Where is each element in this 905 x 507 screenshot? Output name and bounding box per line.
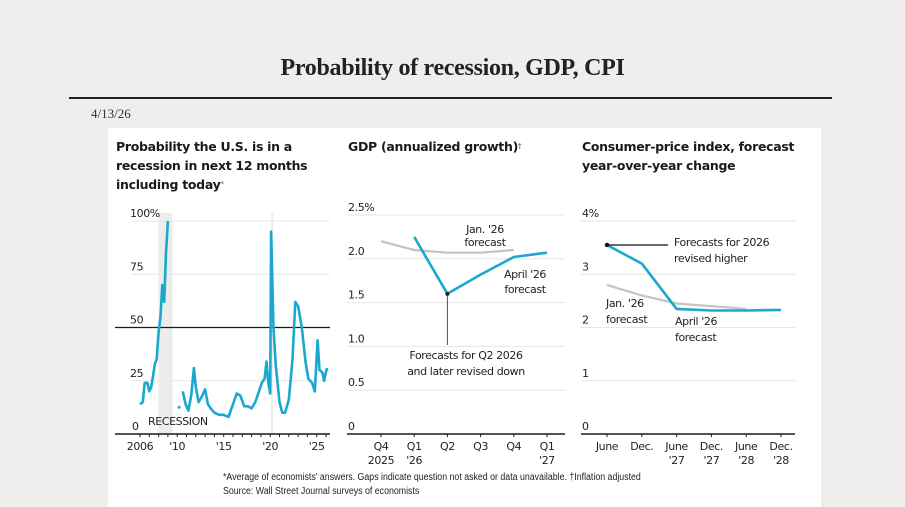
y-tick-label: 2.5% (348, 201, 374, 214)
april-forecast-label: forecast (504, 283, 546, 296)
y-tick-label: 4% (582, 207, 599, 220)
x-tick-label-year: '27 (669, 454, 685, 467)
y-tick-label: 75 (130, 260, 144, 273)
x-tick-label-year: '26 (406, 454, 422, 467)
jan-forecast-line (606, 283, 747, 310)
x-tick-label: Q1 (407, 440, 422, 453)
y-tick-label: 100% (130, 207, 160, 220)
y-tick-label: 0.5 (348, 376, 365, 389)
jan-forecast-line (380, 240, 514, 254)
jan-forecast-label: forecast (464, 236, 506, 249)
x-tick-label: '20 (262, 440, 278, 453)
y-tick-label: 1 (582, 367, 589, 380)
x-tick-label: June (595, 440, 619, 453)
x-tick-label: '15 (216, 440, 232, 453)
recession-shading (158, 213, 173, 434)
probability-line (181, 230, 329, 419)
annotation-dot (445, 291, 450, 296)
y-tick-label: 0 (582, 420, 589, 433)
x-tick-label-year: 2025 (368, 454, 395, 467)
recession-title-line-2: recession in next 12 months (116, 158, 308, 173)
x-tick-label: Q3 (473, 440, 488, 453)
probability-line (177, 405, 181, 410)
recession-chart-title: Probability the U.S. is in a recession i… (116, 137, 308, 194)
y-tick-label: 1.5 (348, 289, 365, 302)
page-title: Probability of recession, GDP, CPI (280, 55, 625, 81)
april-forecast-label: April '26 (504, 268, 546, 281)
x-tick-label: '25 (309, 440, 325, 453)
x-tick-label-year: '28 (773, 454, 789, 467)
x-tick-label-year: '27 (703, 454, 719, 467)
y-tick-label: 2.0 (348, 245, 365, 258)
annotation-text: Forecasts for Q2 2026 (409, 349, 523, 362)
recession-label: RECESSION (148, 415, 208, 428)
april-forecast-label: April '26 (675, 315, 717, 328)
cpi-chart-title: Consumer-price index, forecast year-over… (582, 137, 795, 175)
x-tick-label: June (734, 440, 758, 453)
footnote-line-1: *Average of economists' answers. Gaps in… (223, 472, 641, 483)
april-forecast-line (606, 243, 782, 312)
annotation-text: Forecasts for 2026 (674, 236, 770, 249)
x-tick-label: 2006 (127, 440, 154, 453)
x-tick-label: Q2 (440, 440, 455, 453)
title-rule (69, 97, 832, 99)
y-tick-label: 3 (582, 260, 589, 273)
x-tick-label: Q1 (540, 440, 555, 453)
probability-line (139, 220, 170, 406)
x-tick-label: June (664, 440, 688, 453)
x-tick-label: Dec. (630, 440, 653, 453)
date-label: 4/13/26 (91, 106, 131, 121)
april-forecast-label: forecast (675, 331, 717, 344)
jan-forecast-label: Jan. '26 (465, 223, 504, 236)
x-tick-label: Q4 (374, 440, 389, 453)
y-tick-label: 25 (130, 367, 144, 380)
recession-title-line-1: Probability the U.S. is in a (116, 139, 292, 154)
x-tick-label-year: '27 (539, 454, 555, 467)
x-tick-label: Q4 (506, 440, 521, 453)
annotation-text: and later revised down (407, 365, 525, 378)
april-forecast-line (413, 236, 548, 296)
x-tick-label: Dec. (769, 440, 792, 453)
x-tick-label: Dec. (700, 440, 723, 453)
x-tick-label: '10 (169, 440, 185, 453)
y-tick-label: 0 (132, 420, 139, 433)
y-tick-label: 50 (130, 314, 144, 327)
jan-forecast-label: Jan. '26 (605, 297, 644, 310)
jan-forecast-label: forecast (606, 313, 648, 326)
annotation-dot (604, 242, 610, 248)
gdp-title-line-1: GDP (annualized growth)† (348, 139, 522, 154)
footnote-source: Source: Wall Street Journal surveys of e… (223, 486, 420, 497)
recession-title-line-3: including today* (116, 177, 224, 192)
y-tick-label: 2 (582, 314, 589, 327)
chart-panel: Probability the U.S. is in a recession i… (108, 128, 821, 507)
y-tick-label: 0 (348, 420, 355, 433)
annotation-text: revised higher (674, 252, 748, 265)
y-tick-label: 1.0 (348, 332, 365, 345)
cpi-title-line-2: year-over-year change (582, 158, 736, 173)
cpi-title-line-1: Consumer-price index, forecast (582, 139, 795, 154)
gdp-chart-title: GDP (annualized growth)† (348, 137, 522, 156)
x-tick-label-year: '28 (738, 454, 754, 467)
